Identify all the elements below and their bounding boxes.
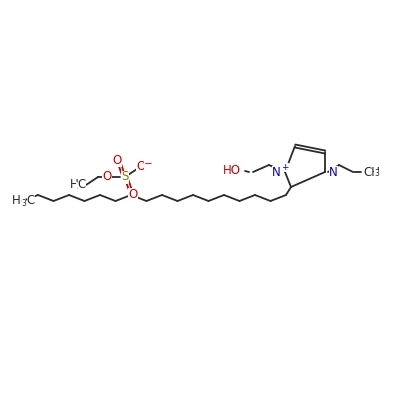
Text: N: N (329, 166, 338, 178)
Text: 3: 3 (374, 170, 379, 178)
Text: N: N (272, 166, 281, 178)
Text: HO: HO (223, 164, 241, 178)
Text: O: O (128, 188, 138, 200)
Text: 3: 3 (22, 198, 26, 208)
Text: C: C (26, 194, 35, 208)
Text: +: + (281, 162, 289, 172)
Text: O: O (102, 170, 112, 184)
Text: 3: 3 (76, 182, 81, 191)
Text: −: − (144, 159, 152, 169)
Text: O: O (112, 154, 122, 166)
Text: S: S (121, 170, 129, 184)
Text: C: C (78, 178, 86, 192)
Text: H: H (70, 178, 78, 192)
Text: H: H (12, 194, 20, 208)
Text: CH: CH (363, 166, 380, 178)
Text: O: O (136, 160, 146, 174)
